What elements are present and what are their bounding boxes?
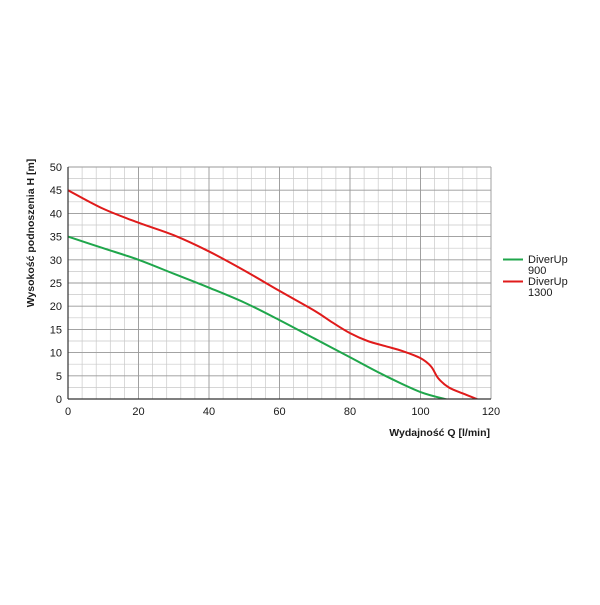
y-tick-label: 10 [50, 348, 62, 360]
x-tick-labels: 0 20 40 60 80 100 120 [65, 406, 500, 418]
x-tick-label: 20 [132, 406, 144, 418]
y-tick-label: 15 [50, 324, 62, 336]
legend-label-1: 900 [528, 265, 546, 277]
series-line-2 [68, 189, 478, 399]
series-line-1 [68, 235, 450, 399]
x-tick-label: 120 [482, 406, 500, 418]
y-tick-label: 40 [50, 208, 62, 220]
y-tick-label: 45 [50, 185, 62, 197]
y-tick-label: 50 [50, 162, 62, 174]
y-axis-title: Wysokość podnoszenia H [m] [25, 159, 37, 308]
legend-label-2: DiverUp [528, 276, 568, 288]
x-tick-label: 0 [65, 406, 71, 418]
x-axis-title: Wydajność Q [l/min] [389, 427, 490, 439]
legend-label-1: DiverUp [528, 254, 568, 266]
axes-layer [67, 167, 491, 400]
legend-label-2: 1300 [528, 287, 552, 299]
x-tick-label: 40 [203, 406, 215, 418]
y-tick-label: 0 [56, 394, 62, 406]
y-tick-labels: 0 5 10 15 20 25 30 35 40 45 50 [50, 162, 62, 406]
x-tick-label: 60 [273, 406, 285, 418]
y-tick-label: 25 [50, 278, 62, 290]
y-tick-label: 5 [56, 371, 62, 383]
y-tick-label: 20 [50, 301, 62, 313]
x-tick-label: 100 [411, 406, 429, 418]
y-tick-label: 35 [50, 232, 62, 244]
series-layer [68, 189, 478, 399]
x-tick-label: 80 [344, 406, 356, 418]
y-tick-label: 30 [50, 255, 62, 267]
